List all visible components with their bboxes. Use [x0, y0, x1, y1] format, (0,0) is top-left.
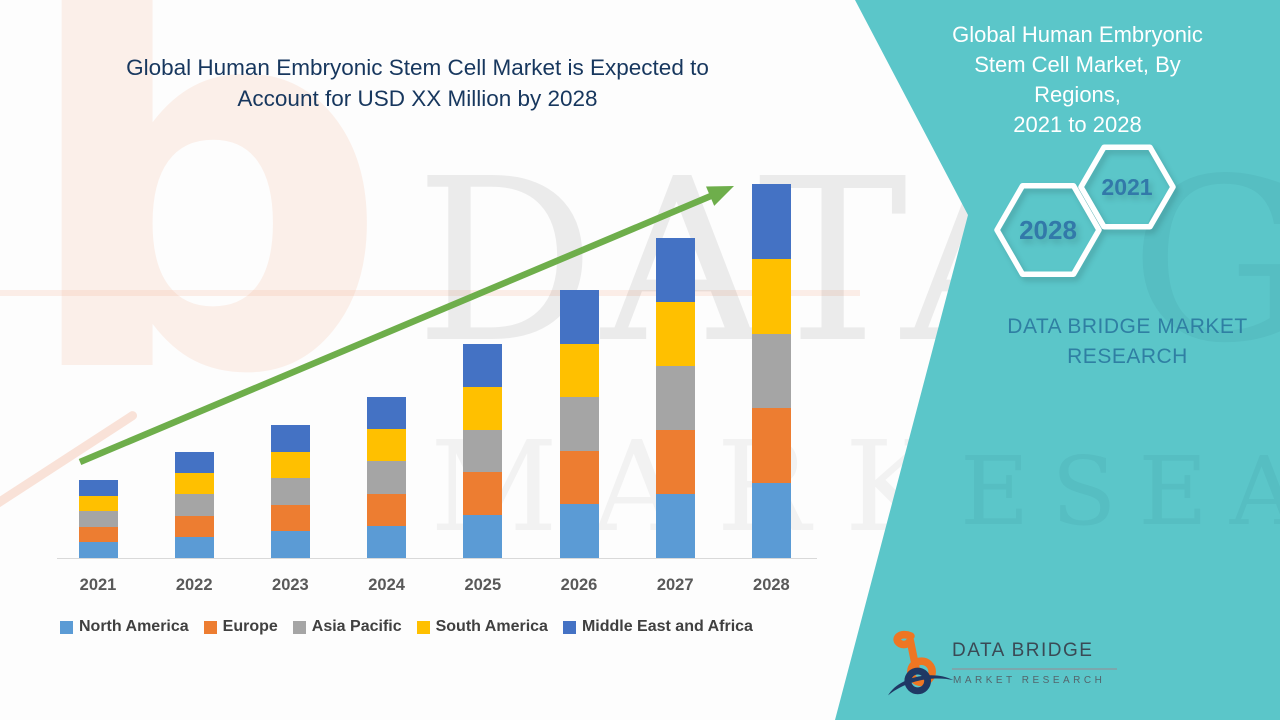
bar-segment-2026-europe [559, 450, 599, 505]
bar-segment-2021-south-america [78, 495, 118, 512]
bar-segment-2026-south-america [559, 343, 599, 398]
x-axis-label-2027: 2027 [656, 576, 694, 594]
chart-title-line1: Global Human Embryonic Stem Cell Market … [126, 55, 709, 80]
bar-segment-2025-south-america [463, 386, 503, 430]
trend-arrow-head [706, 186, 734, 206]
x-axis-label-2025: 2025 [464, 576, 502, 594]
legend-item-north-america: North America [60, 618, 189, 636]
legend-item-middle-east-africa: Middle East and Africa [562, 618, 753, 636]
bar-segment-2024-europe [367, 493, 407, 526]
bar-segment-2022-europe [174, 515, 214, 537]
bar-segment-2022-asia-pacific [174, 494, 214, 516]
logo-mark-icon [888, 630, 954, 696]
bar-segment-2026-north-america [559, 504, 599, 558]
chart-legend: North America Europe Asia Pacific South Ame… [60, 618, 753, 636]
x-axis-label-2024: 2024 [368, 576, 405, 594]
legend-label-middle-east-africa: Middle East and Africa [581, 618, 753, 635]
bar-segment-2028-middle-east-africa [751, 184, 791, 259]
brand-name-teal: DATA BRIDGE MARKET RESEARCH [1000, 312, 1255, 372]
bar-segment-2021-europe [78, 526, 118, 543]
panel-title-line1: Global Human Embryonic [952, 22, 1203, 47]
bar-segment-2024-north-america [367, 525, 407, 558]
legend-label-asia-pacific: Asia Pacific [311, 618, 402, 635]
legend-item-europe: Europe [203, 618, 278, 636]
x-axis-label-2026: 2026 [560, 576, 598, 594]
legend-swatch-south-america [416, 620, 430, 634]
bar-segment-2025-north-america [463, 515, 503, 558]
bar-segment-2024-asia-pacific [367, 461, 407, 494]
bar-segment-2028-south-america [751, 258, 791, 334]
data-bridge-logo: DATA BRIDGE MARKET RESEARCH [885, 630, 1165, 710]
bar-segment-2022-south-america [174, 473, 214, 495]
bar-segment-2023-south-america [270, 451, 310, 479]
bar-segment-2027-north-america [655, 494, 695, 558]
badge-end-year: 2028 [1019, 215, 1077, 245]
legend-label-south-america: South America [435, 618, 548, 635]
bar-segment-2027-south-america [655, 302, 695, 366]
panel-title-line2: Stem Cell Market, By Regions, [974, 52, 1181, 107]
badge-2021-hexagon: 2021 [1078, 144, 1176, 230]
bar-segment-2028-asia-pacific [751, 333, 791, 409]
year-badges: 2021 2028 [994, 144, 1176, 277]
bar-segment-2025-asia-pacific [463, 429, 503, 473]
bar-segment-2024-middle-east-africa [367, 397, 407, 430]
bar-segment-2024-south-america [367, 429, 407, 462]
legend-swatch-middle-east-africa [562, 620, 576, 634]
bar-segment-2021-north-america [78, 542, 118, 558]
bar-segment-2023-middle-east-africa [270, 425, 310, 452]
bar-segment-2026-middle-east-africa [559, 290, 599, 344]
stacked-bar-chart: 2021 2022 2023 2024 2025 2026 2027 2028 [57, 184, 817, 594]
bar-segment-2027-middle-east-africa [655, 238, 695, 302]
panel-title-line3: 2021 to 2028 [1013, 112, 1142, 137]
bar-segment-2028-north-america [751, 483, 791, 558]
bar-segment-2022-middle-east-africa [174, 452, 214, 474]
badge-start-year: 2021 [1101, 174, 1152, 200]
bar-segment-2023-europe [270, 504, 310, 532]
x-axis-label-2022: 2022 [175, 576, 213, 594]
logo-name-text: DATA BRIDGE [952, 640, 1094, 661]
bar-segment-2027-asia-pacific [655, 366, 695, 430]
legend-swatch-north-america [60, 620, 73, 634]
legend-swatch-asia-pacific [292, 620, 306, 634]
x-axis-label-2021: 2021 [79, 576, 117, 594]
legend-item-asia-pacific: Asia Pacific [292, 618, 402, 636]
bar-segment-2023-north-america [270, 531, 310, 558]
logo-divider [952, 668, 1117, 670]
badge-2028-hexagon: 2028 [994, 183, 1102, 277]
x-axis-line [57, 558, 817, 559]
chart-title-line2: Account for USD XX Million by 2028 [237, 86, 598, 111]
bar-segment-2025-europe [463, 472, 503, 516]
legend-swatch-europe [203, 620, 217, 634]
bar-segment-2021-middle-east-africa [78, 480, 118, 496]
panel-title: Global Human Embryonic Stem Cell Market,… [930, 20, 1225, 140]
logo-subtitle-text: MARKET RESEARCH [953, 675, 1106, 686]
bar-segment-2023-asia-pacific [270, 478, 310, 505]
legend-label-north-america: North America [79, 618, 189, 635]
x-axis-label-2023: 2023 [272, 576, 309, 594]
legend-item-south-america: South America [416, 618, 548, 636]
legend-label-europe: Europe [222, 618, 278, 635]
bar-segment-2026-asia-pacific [559, 397, 599, 451]
bar-segment-2022-north-america [174, 536, 214, 558]
bar-segment-2025-middle-east-africa [463, 344, 503, 387]
x-axis-label-2028: 2028 [753, 576, 790, 594]
bar-segment-2028-europe [751, 408, 791, 484]
bar-segment-2021-asia-pacific [78, 511, 118, 527]
brand-line1: DATA BRIDGE MARKET [1007, 315, 1248, 338]
bar-segment-2027-europe [655, 430, 695, 494]
brand-line2: RESEARCH [1067, 345, 1188, 368]
chart-title: Global Human Embryonic Stem Cell Market … [85, 52, 750, 114]
